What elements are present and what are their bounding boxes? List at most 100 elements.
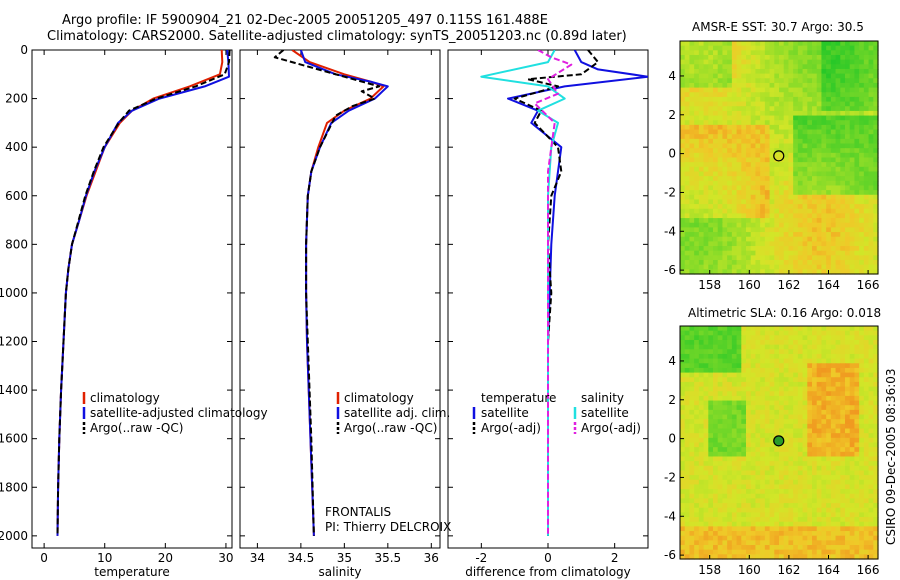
heatmap-cell	[727, 185, 733, 191]
heatmap-cell	[859, 358, 865, 364]
heatmap-cell	[769, 250, 775, 256]
heatmap-cell	[736, 78, 742, 84]
heatmap-cell	[708, 152, 714, 159]
heatmap-cell	[689, 180, 695, 187]
heatmap-cell	[746, 339, 752, 346]
heatmap-cell	[764, 59, 771, 65]
heatmap-cell	[807, 531, 813, 537]
heatmap-cell	[816, 204, 823, 210]
heatmap-cell	[698, 176, 705, 182]
heatmap-cell	[717, 68, 724, 75]
heatmap-cell	[835, 400, 841, 406]
heatmap-cell	[769, 507, 775, 513]
heatmap-cell	[722, 176, 728, 182]
heatmap-cell	[769, 391, 775, 397]
heatmap-cell	[816, 222, 823, 228]
heatmap-cell	[821, 176, 827, 182]
heatmap-cell	[816, 330, 823, 336]
heatmap-cell	[708, 535, 714, 541]
heatmap-cell	[859, 222, 865, 228]
heatmap-cell	[779, 87, 785, 93]
heatmap-cell	[826, 213, 832, 219]
heatmap-cell	[826, 456, 832, 462]
heatmap-cell	[873, 101, 879, 107]
heatmap-cell	[713, 264, 719, 270]
heatmap-cell	[764, 101, 771, 107]
heatmap-cell	[727, 59, 733, 65]
heatmap-cell	[741, 447, 747, 453]
heatmap-cell	[680, 484, 686, 490]
heatmap-cell	[812, 129, 818, 135]
heatmap-cell	[698, 545, 705, 551]
heatmap-cell	[793, 381, 799, 388]
heatmap-cell	[703, 405, 709, 411]
heatmap-cell	[873, 87, 879, 93]
heatmap-cell	[769, 531, 775, 537]
heatmap-cell	[840, 101, 846, 107]
heatmap-cell	[713, 218, 719, 224]
heatmap-cell	[807, 414, 813, 420]
heatmap-cell	[698, 353, 705, 360]
heatmap-cell	[722, 400, 728, 406]
heatmap-cell	[680, 456, 686, 462]
heatmap-cell	[835, 185, 841, 191]
heatmap-cell	[863, 115, 870, 121]
heatmap-cell	[835, 531, 841, 537]
heatmap-cell	[713, 409, 719, 416]
heatmap-cell	[863, 171, 870, 177]
heatmap-cell	[854, 124, 860, 131]
heatmap-cell	[722, 442, 728, 448]
heatmap-cell	[769, 549, 775, 555]
heatmap-cell	[873, 110, 879, 117]
heatmap-cell	[746, 554, 752, 560]
heatmap-cell	[769, 143, 775, 149]
heatmap-cell	[826, 148, 832, 154]
heatmap-cell	[793, 386, 799, 392]
heatmap-cell	[680, 554, 686, 560]
heatmap-cell	[830, 493, 837, 500]
heatmap-cell	[849, 180, 856, 187]
heatmap-cell	[698, 185, 705, 191]
heatmap-cell	[703, 330, 709, 336]
heatmap-cell	[680, 512, 686, 518]
heatmap-cell	[849, 134, 856, 140]
heatmap-cell	[764, 120, 771, 126]
heatmap-cell	[736, 419, 742, 425]
heatmap-cell	[802, 166, 808, 173]
heatmap-cell	[703, 176, 709, 182]
heatmap-cell	[698, 101, 705, 107]
heatmap-cell	[802, 101, 808, 107]
heatmap-cell	[849, 339, 856, 346]
heatmap-cell	[868, 456, 874, 462]
heatmap-cell	[868, 414, 874, 420]
heatmap-cell	[684, 437, 691, 444]
heatmap-cell	[746, 68, 752, 75]
heatmap-cell	[680, 87, 686, 93]
heatmap-cell	[760, 106, 766, 112]
heatmap-cell	[854, 349, 860, 355]
heatmap-cell	[680, 152, 686, 159]
heatmap-cell	[788, 134, 794, 140]
heatmap-cell	[793, 377, 799, 383]
heatmap-cell	[684, 447, 691, 453]
heatmap-cell	[859, 400, 865, 406]
heatmap-cell	[741, 101, 747, 107]
heatmap-cell	[680, 372, 686, 378]
heatmap-cell	[779, 540, 785, 546]
heatmap-cell	[807, 50, 813, 56]
heatmap-cell	[797, 540, 804, 546]
heatmap-cell	[764, 484, 771, 490]
heatmap-cell	[849, 484, 856, 490]
heatmap-cell	[708, 124, 714, 131]
heatmap-cell	[845, 87, 851, 93]
heatmap-cell	[713, 87, 719, 93]
heatmap-cell	[713, 106, 719, 112]
heatmap-cell	[727, 120, 733, 126]
heatmap-cell	[769, 64, 775, 70]
heatmap-cell	[873, 409, 879, 416]
heatmap-cell	[684, 442, 691, 448]
heatmap-cell	[736, 433, 742, 439]
heatmap-cell	[746, 190, 752, 196]
heatmap-cell	[722, 152, 728, 159]
heatmap-cell	[746, 349, 752, 355]
